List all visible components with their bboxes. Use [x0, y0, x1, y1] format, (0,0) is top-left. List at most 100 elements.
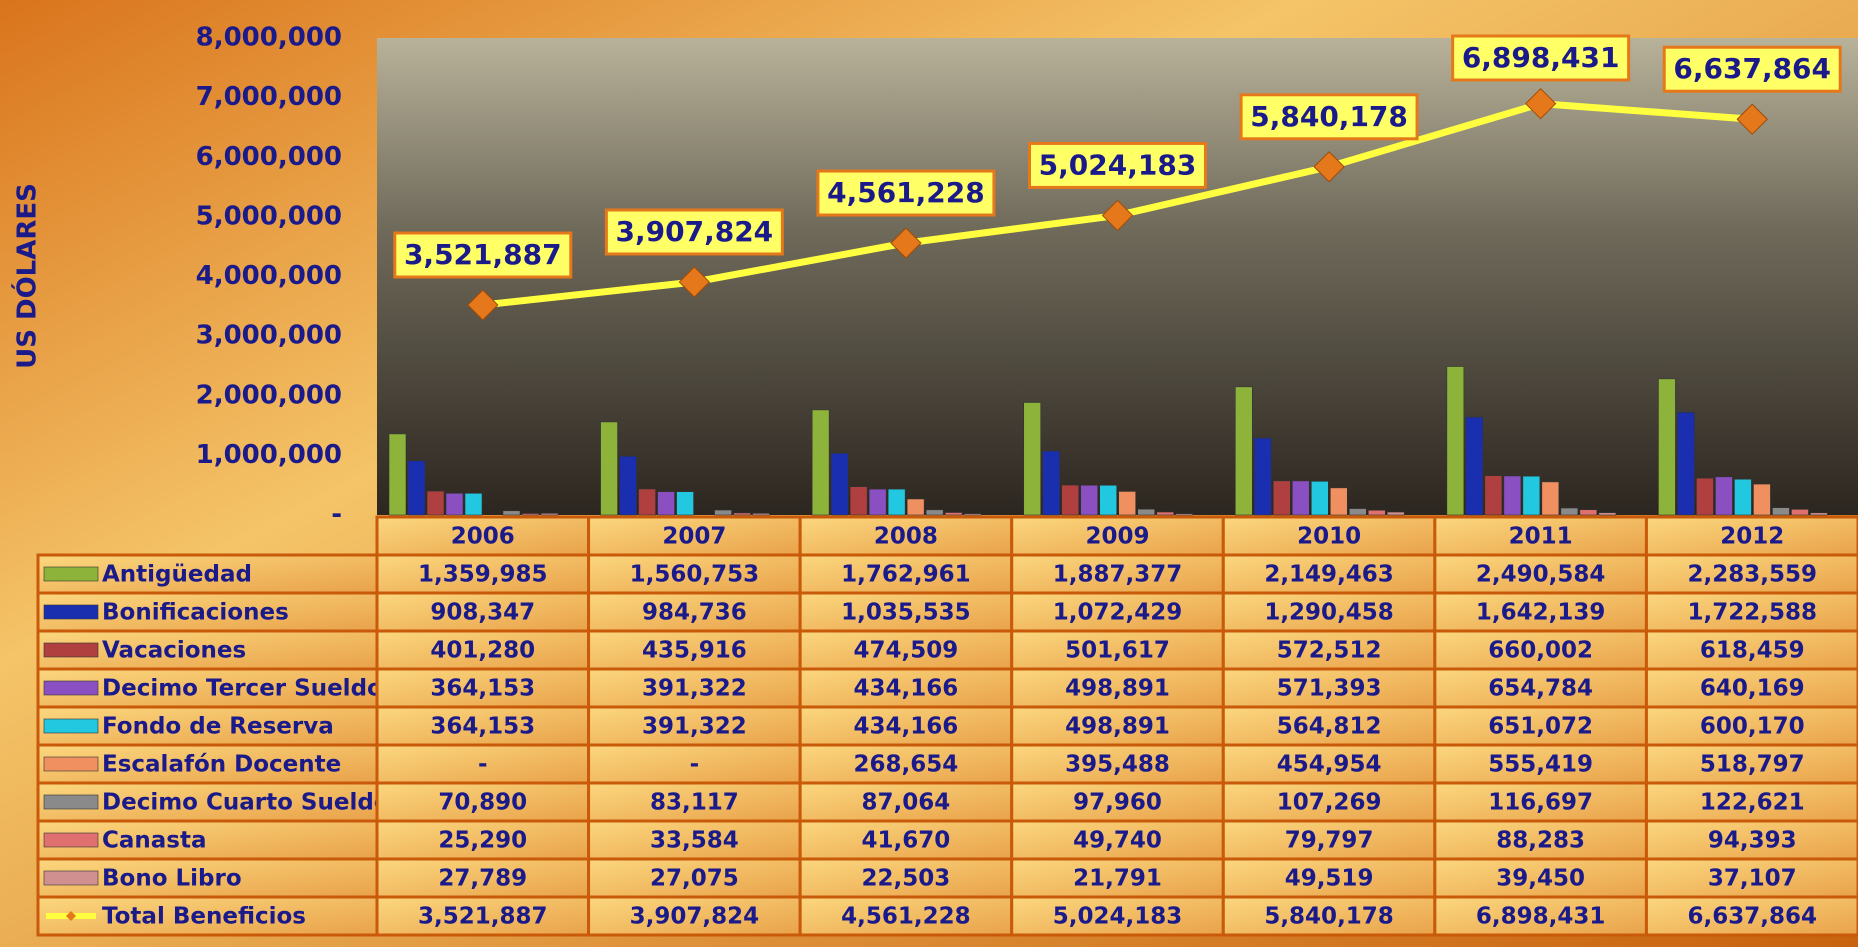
bar: [1772, 507, 1790, 516]
bar: [925, 509, 944, 516]
y-tick-label: 5,000,000: [196, 201, 342, 231]
table-cell: [1644, 705, 1858, 747]
legend-swatch: [43, 718, 99, 734]
table-header-cell: [1221, 515, 1437, 557]
legend-label: Canasta: [102, 828, 207, 854]
bar: [944, 512, 963, 516]
table-value: 640,169: [1700, 676, 1805, 702]
table-cell: [1221, 667, 1437, 709]
table-value: 122,621: [1700, 790, 1805, 816]
legend-label: Vacaciones: [102, 638, 246, 664]
bar: [1367, 509, 1386, 516]
table-value: 3,907,824: [630, 904, 760, 930]
x-tick-label: 2010: [1297, 524, 1361, 550]
bar: [733, 512, 751, 516]
table-value: 2,490,584: [1476, 562, 1606, 588]
table-value: 395,488: [1065, 752, 1170, 778]
legend-label: Total Beneficios: [102, 904, 306, 930]
bar: [1560, 507, 1579, 516]
y-tick-label: -: [331, 500, 342, 530]
table-cell: [798, 895, 1014, 937]
table-value: 27,075: [650, 866, 739, 892]
table-value: 401,280: [430, 638, 535, 664]
bar: [407, 460, 426, 516]
legend-swatch: [43, 604, 99, 620]
bar: [1465, 416, 1484, 516]
table-value: 498,891: [1065, 676, 1170, 702]
bar: [1791, 509, 1809, 516]
table-value: 364,153: [430, 676, 535, 702]
bar: [1156, 511, 1175, 516]
y-axis-title: US DÓLARES: [11, 183, 43, 369]
line-marker: [1524, 87, 1557, 120]
y-tick-label: 4,000,000: [196, 261, 342, 291]
y-tick-label: 7,000,000: [196, 82, 342, 112]
table-value: 434,166: [854, 714, 959, 740]
bar: [1484, 475, 1503, 516]
table-value: 600,170: [1700, 714, 1805, 740]
table-value: 41,670: [862, 828, 951, 854]
table-value: 571,393: [1277, 676, 1382, 702]
table-value: 21,791: [1073, 866, 1162, 892]
bar: [811, 409, 830, 516]
bar: [1099, 484, 1118, 516]
legend-label: Decimo Tercer Sueldo: [102, 676, 383, 702]
table-value: 25,290: [438, 828, 527, 854]
legend-swatch: [43, 566, 99, 582]
table-cell: [587, 705, 802, 747]
table-cell: [1433, 781, 1648, 823]
table-header-cell: [1010, 515, 1225, 557]
bar: [887, 488, 906, 516]
table-value: 97,960: [1073, 790, 1162, 816]
data-label: 3,521,887: [404, 238, 562, 271]
bar: [502, 510, 521, 516]
bar: [963, 513, 982, 516]
bar: [657, 491, 675, 516]
x-tick-label: 2008: [874, 524, 938, 550]
table-cell: [375, 857, 591, 899]
table-value: 1,290,458: [1264, 600, 1394, 626]
x-tick-label: 2011: [1509, 524, 1573, 550]
table-value: 364,153: [430, 714, 535, 740]
table-value: 651,072: [1488, 714, 1593, 740]
table-cell: [1221, 895, 1437, 937]
data-label-box: [816, 169, 996, 217]
table-cell: [1644, 857, 1858, 899]
legend-swatch: [43, 756, 99, 772]
bar: [1061, 484, 1080, 516]
bar: [1023, 402, 1042, 516]
bar: [1658, 378, 1676, 516]
table-value: 2,283,559: [1687, 562, 1817, 588]
legend-label: Bonificaciones: [102, 600, 289, 626]
bar: [464, 492, 483, 516]
bar: [1291, 480, 1310, 516]
bar: [1522, 475, 1541, 516]
table-value: 6,637,864: [1687, 904, 1817, 930]
line-marker: [678, 266, 711, 298]
bar: [1715, 476, 1733, 516]
table-value: 49,519: [1285, 866, 1374, 892]
table-cell: [375, 667, 591, 709]
table-cell: [587, 895, 802, 937]
table-value: 454,954: [1277, 752, 1382, 778]
table-value: 555,419: [1488, 752, 1593, 778]
bar: [906, 498, 925, 516]
table-cell: [1644, 553, 1858, 595]
bar: [1137, 508, 1156, 516]
y-tick-label: 3,000,000: [196, 321, 342, 351]
table-cell: [1221, 705, 1437, 747]
bar: [830, 452, 849, 516]
table-value: 3,521,887: [418, 904, 548, 930]
table-cell: [375, 895, 591, 937]
table-value: 1,035,535: [841, 600, 971, 626]
table-cell: [1644, 781, 1858, 823]
table-value: 83,117: [650, 790, 739, 816]
table-cell: [1644, 667, 1858, 709]
data-label: 5,024,183: [1039, 148, 1197, 181]
data-label-box: [1028, 141, 1207, 189]
table-cell: [1221, 819, 1437, 861]
table-cell: [375, 781, 591, 823]
table-cell: [1644, 591, 1858, 633]
table-value: 27,789: [438, 866, 527, 892]
table-cell: [798, 553, 1014, 595]
